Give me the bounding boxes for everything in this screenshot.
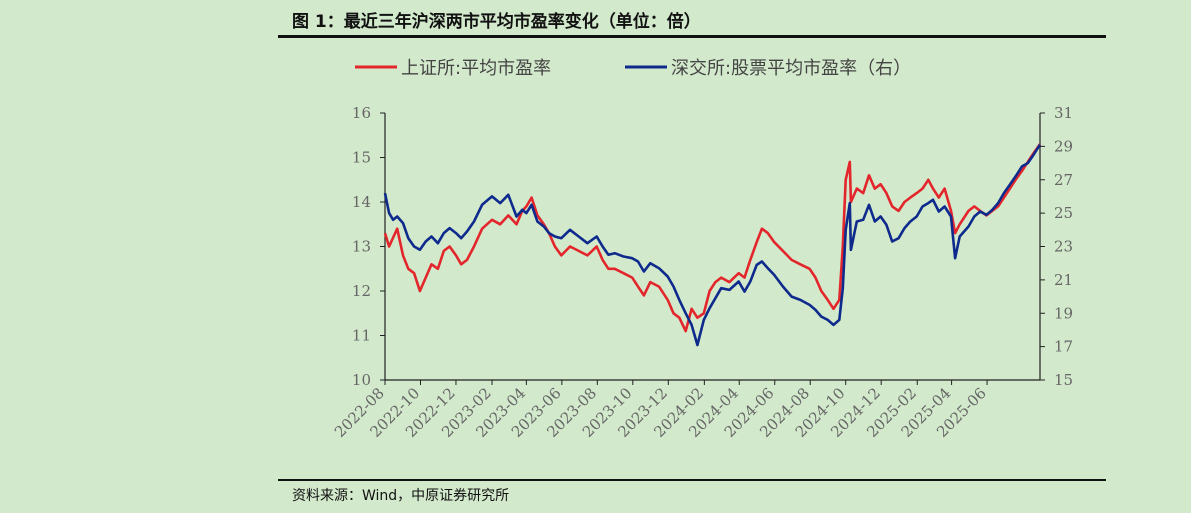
legend-item-sh: 上证所:平均市盈率 <box>355 58 551 79</box>
legend-label: 上证所:平均市盈率 <box>401 58 551 79</box>
y-right-tick-label: 27 <box>1054 171 1073 189</box>
bottom-rule <box>278 479 1106 481</box>
y-left-tick-label: 16 <box>352 104 371 122</box>
figure-title: 图 1：最近三年沪深两市平均市盈率变化（单位：倍） <box>292 12 701 32</box>
source-note: 资料来源：Wind，中原证券研究所 <box>292 488 510 504</box>
y-left-tick-label: 12 <box>352 282 371 300</box>
y-right-tick-label: 15 <box>1054 371 1073 389</box>
series-line-sh <box>383 143 1042 333</box>
chart-axes <box>380 112 1045 385</box>
y-left-tick-label: 15 <box>352 149 371 167</box>
chart-legend: 上证所:平均市盈率 深交所:股票平均市盈率（右） <box>355 58 911 79</box>
series-layer <box>383 143 1042 347</box>
series-line-sz <box>383 143 1042 347</box>
y-left-tick-label: 13 <box>352 238 371 256</box>
y-right-tick-label: 17 <box>1054 338 1073 356</box>
legend-label: 深交所:股票平均市盈率（右） <box>671 58 911 79</box>
y-right-tick-label: 31 <box>1054 104 1073 122</box>
y-left-tick-label: 10 <box>352 371 371 389</box>
y-right-tick-label: 29 <box>1054 137 1073 155</box>
y-left-tick-label: 11 <box>352 327 371 345</box>
y-right-tick-label: 25 <box>1054 204 1073 222</box>
legend-item-sz: 深交所:股票平均市盈率（右） <box>625 58 911 79</box>
tick-labels: 101112131415161517192123252729312022-082… <box>331 104 1073 441</box>
top-rule <box>278 35 1106 38</box>
y-right-tick-label: 23 <box>1054 238 1073 256</box>
y-left-tick-label: 14 <box>352 193 371 211</box>
y-right-tick-label: 21 <box>1054 271 1073 289</box>
y-right-tick-label: 19 <box>1054 304 1073 322</box>
